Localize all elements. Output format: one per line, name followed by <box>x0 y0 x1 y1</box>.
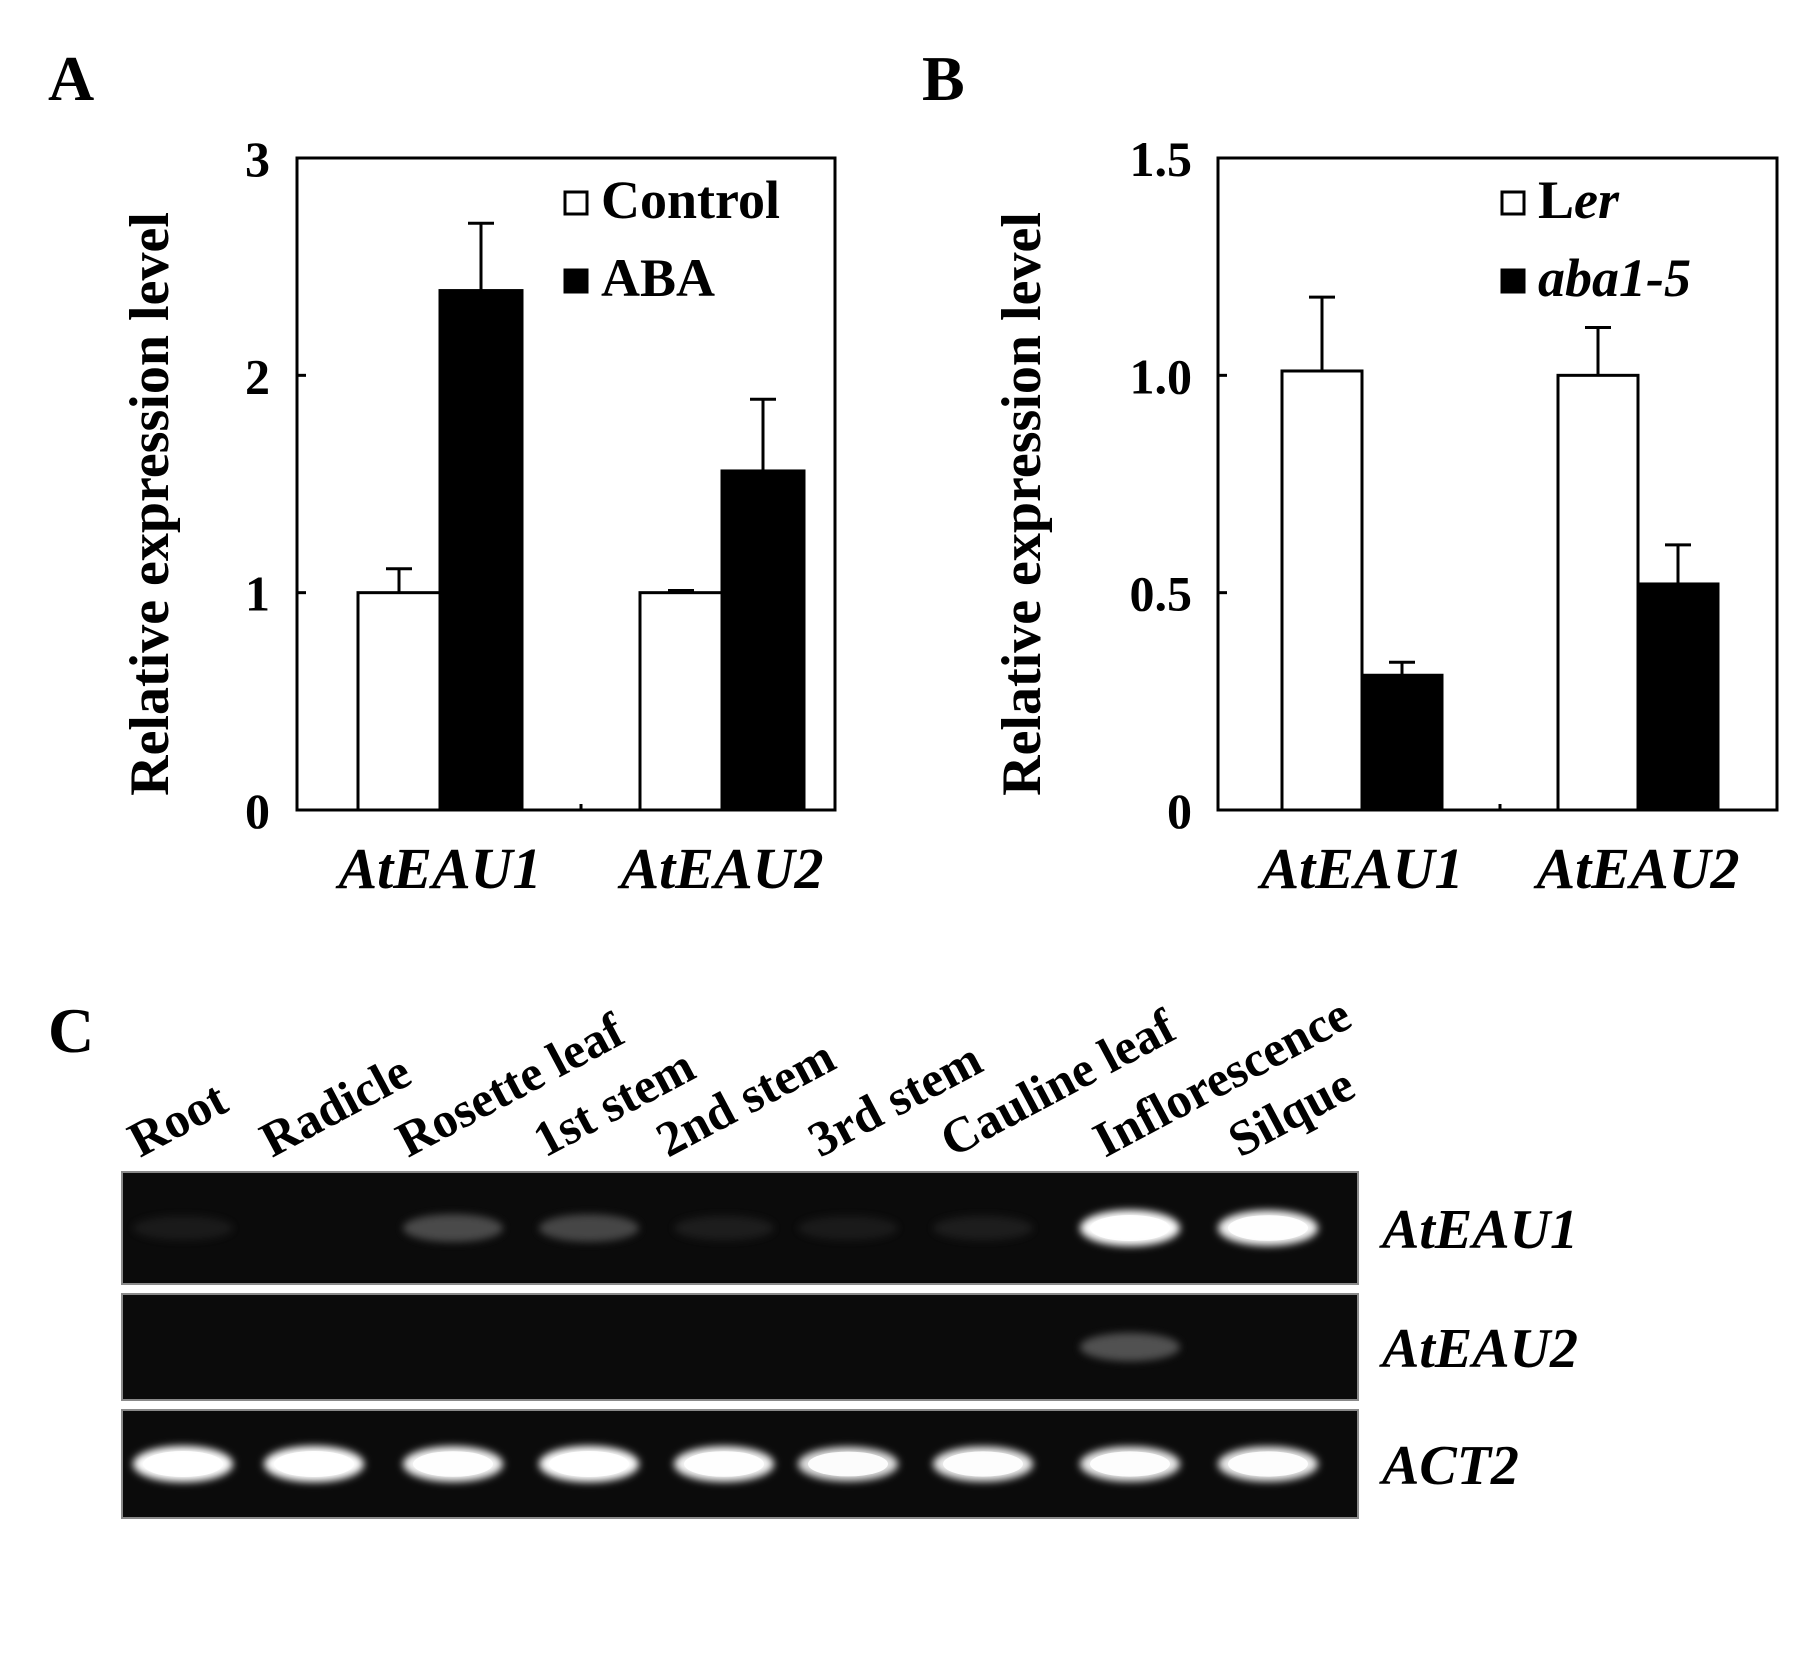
legend-label: Control <box>601 170 780 230</box>
gene-label: AtEAU2 <box>1379 1318 1578 1380</box>
panel-c-letter: C <box>48 995 94 1066</box>
legend-label: ABA <box>601 248 715 308</box>
gel-band-core <box>274 1451 354 1477</box>
panel-a-letter: A <box>48 43 94 114</box>
legend-label: aba1-5 <box>1538 248 1691 308</box>
y-tick-label: 1.5 <box>1130 131 1193 187</box>
gel-band <box>798 1215 898 1241</box>
gel-band <box>539 1214 639 1242</box>
bar <box>1360 673 1444 812</box>
bar <box>720 469 806 812</box>
y-tick-label: 2 <box>245 348 270 404</box>
y-axis-label: Relative expression level <box>991 212 1053 796</box>
gel-band-core <box>943 1451 1023 1477</box>
lane-label: Radicle <box>251 1043 420 1168</box>
gel-band-core <box>808 1451 888 1477</box>
gel-band <box>674 1215 774 1241</box>
legend-swatch <box>563 190 589 216</box>
y-tick-label: 1 <box>245 566 270 622</box>
gel-band <box>133 1215 233 1241</box>
gene-label: AtEAU1 <box>1379 1199 1578 1261</box>
chart-b: 0 0.5 1.0 1.5 Relative expression level AtEAU… <box>991 131 1779 901</box>
chart-a: 0 1 2 3 Relative expression level AtEAU1 AtEAU… <box>119 131 837 901</box>
gel-band-core <box>1228 1215 1308 1241</box>
x-category-label: AtEAU2 <box>1533 836 1739 901</box>
legend-swatch <box>1500 190 1526 216</box>
gel-band-core <box>1228 1451 1308 1477</box>
x-category-label: AtEAU2 <box>617 836 823 901</box>
gene-label: ACT2 <box>1379 1435 1519 1497</box>
gel-band <box>403 1214 503 1242</box>
panel-b-letter: B <box>922 43 965 114</box>
x-category-label: AtEAU1 <box>1257 836 1463 901</box>
legend-label: Ler <box>1538 170 1620 230</box>
gel-band-core <box>143 1451 223 1477</box>
bar <box>1280 369 1364 812</box>
legend-swatch <box>1500 268 1526 294</box>
bar <box>438 289 524 812</box>
gel-band <box>1080 1332 1180 1362</box>
x-category-label: AtEAU1 <box>335 836 541 901</box>
gel-band-core <box>549 1451 629 1477</box>
bar <box>356 591 442 812</box>
y-tick-label: 1.0 <box>1130 348 1193 404</box>
gel-band <box>933 1215 1033 1241</box>
y-tick-label: 0 <box>1167 783 1192 839</box>
gel-band-core <box>1090 1215 1170 1241</box>
gel-band-core <box>1090 1451 1170 1477</box>
lane-label: Root <box>119 1070 236 1168</box>
gel-band-core <box>684 1451 764 1477</box>
y-tick-label: 0.5 <box>1130 566 1193 622</box>
bar <box>1636 582 1720 812</box>
bar <box>1556 373 1640 812</box>
y-tick-label: 0 <box>245 783 270 839</box>
y-axis-label: Relative expression level <box>119 212 181 796</box>
bar <box>638 591 724 812</box>
y-tick-label: 3 <box>245 131 270 187</box>
plot-frame <box>1216 156 1779 812</box>
legend-swatch <box>563 268 589 294</box>
gel-band-core <box>413 1451 493 1477</box>
plot-frame <box>295 156 837 812</box>
